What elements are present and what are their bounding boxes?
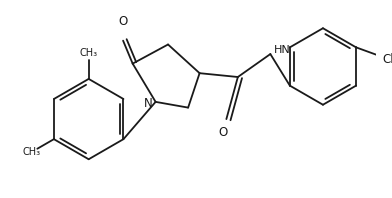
Text: HN: HN xyxy=(274,45,291,55)
Text: O: O xyxy=(118,15,128,28)
Text: O: O xyxy=(218,126,227,139)
Text: CH₃: CH₃ xyxy=(80,48,98,58)
Text: CH₃: CH₃ xyxy=(22,147,41,157)
Text: Cl: Cl xyxy=(382,53,392,66)
Text: N: N xyxy=(143,97,152,110)
